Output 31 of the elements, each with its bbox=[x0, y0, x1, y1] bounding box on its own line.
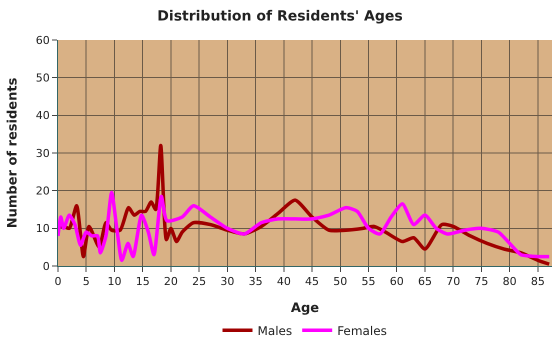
x-axis-title: Age bbox=[290, 300, 320, 316]
x-tick-label: 60 bbox=[390, 275, 404, 288]
x-tick-label: 5 bbox=[82, 275, 90, 288]
x-tick-label: 30 bbox=[220, 275, 234, 288]
x-tick-label: 40 bbox=[276, 275, 291, 288]
x-tick-label: 0 bbox=[54, 275, 62, 288]
chart-title: Distribution of Residents' Ages bbox=[157, 8, 403, 24]
x-tick-label: 65 bbox=[418, 275, 432, 288]
x-tick-label: 70 bbox=[446, 275, 460, 288]
legend-label: Females bbox=[337, 324, 387, 338]
x-tick-label: 75 bbox=[474, 275, 488, 288]
y-tick-label: 0 bbox=[42, 260, 50, 273]
x-tick-label: 15 bbox=[136, 275, 150, 288]
x-tick-label: 25 bbox=[192, 275, 206, 288]
y-tick-label: 30 bbox=[36, 146, 50, 160]
y-tick-label: 20 bbox=[36, 184, 50, 198]
x-tick-label: 10 bbox=[107, 275, 122, 288]
y-tick-label: 60 bbox=[36, 34, 50, 47]
line-series bbox=[58, 190, 551, 262]
x-tick-label: 55 bbox=[362, 275, 376, 288]
x-tick-label: 85 bbox=[530, 275, 545, 288]
x-tick-label: 35 bbox=[248, 275, 263, 288]
y-axis-title: Number of residents bbox=[6, 77, 21, 228]
legend-label: Males bbox=[258, 324, 292, 338]
y-tick-label: 40 bbox=[36, 109, 50, 122]
x-tick-label: 50 bbox=[333, 275, 348, 288]
x-tick-label: 45 bbox=[305, 275, 320, 288]
x-tick-label: 20 bbox=[164, 275, 178, 288]
y-tick-label: 50 bbox=[36, 72, 50, 85]
x-tick-label: 80 bbox=[502, 275, 517, 288]
y-tick-label: 10 bbox=[36, 222, 50, 236]
